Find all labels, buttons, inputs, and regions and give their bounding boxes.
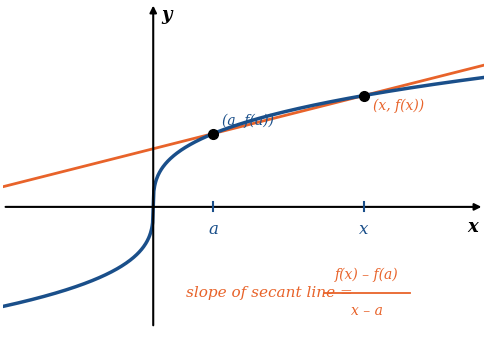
Text: (x, f(x)): (x, f(x)): [373, 99, 424, 113]
Text: f(x) – f(a): f(x) – f(a): [335, 268, 399, 282]
Text: x: x: [359, 221, 369, 238]
Text: slope of secant line =: slope of secant line =: [187, 286, 358, 300]
Text: y: y: [161, 6, 171, 24]
Text: x – a: x – a: [351, 303, 383, 317]
Text: (a, f(a)): (a, f(a)): [223, 114, 274, 128]
Text: a: a: [208, 221, 218, 238]
Text: x: x: [468, 218, 478, 236]
